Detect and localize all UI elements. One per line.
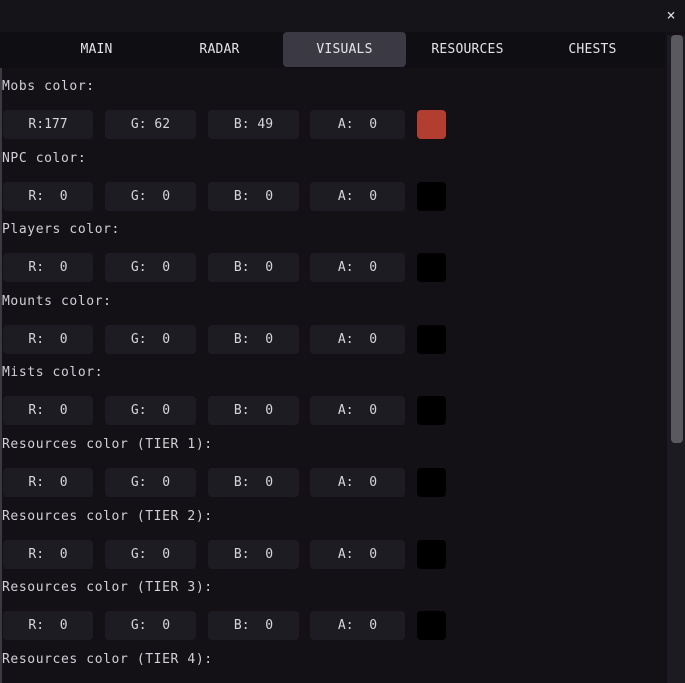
green-field[interactable]: G: 0 [105, 468, 196, 497]
green-field[interactable]: G: 62 [105, 110, 196, 139]
color-section-label: Resources color (TIER 3): [2, 580, 213, 596]
green-field[interactable]: G: 0 [105, 181, 196, 211]
blue-field[interactable]: B: 0 [208, 181, 299, 211]
color-swatch[interactable] [417, 611, 446, 641]
color-swatch[interactable] [417, 253, 446, 283]
window-border [0, 0, 2, 683]
tab-main[interactable]: MAIN [80, 42, 113, 57]
tab-radar[interactable]: RADAR [199, 42, 240, 57]
red-field[interactable]: R: 0 [3, 181, 93, 211]
color-swatch[interactable] [417, 396, 446, 426]
tab-resources[interactable]: RESOURCES [431, 42, 504, 57]
green-field[interactable]: G: 0 [105, 396, 196, 426]
color-section: Resources color (TIER 3): R: 0 G: 0 B: 0 A: … [0, 569, 665, 641]
title-bar [0, 0, 685, 32]
color-swatch[interactable] [417, 181, 446, 211]
alpha-field[interactable]: A: 0 [310, 110, 405, 139]
green-field[interactable]: G: 0 [105, 253, 196, 283]
green-field[interactable]: G: 0 [105, 539, 196, 569]
color-section-label: Mounts color: [2, 293, 112, 309]
red-field[interactable]: R: 0 [3, 253, 93, 283]
color-section: Resources color (TIER 2): R: 0 G: 0 B: 0 A: … [0, 498, 665, 570]
red-field[interactable]: R: 0 [3, 324, 93, 354]
blue-field[interactable]: B: 0 [208, 396, 299, 426]
red-field[interactable]: R:177 [3, 110, 93, 139]
color-swatch[interactable] [417, 539, 446, 569]
color-section: Mobs color: R:177 G: 62 B: 49 A: 0 [0, 68, 665, 140]
blue-field[interactable]: B: 0 [208, 611, 299, 641]
alpha-field[interactable]: A: 0 [310, 324, 405, 354]
color-section: Players color: R: 0 G: 0 B: 0 A: 0 [0, 211, 665, 283]
color-section-label: Resources color (TIER 1): [2, 437, 213, 452]
tab-chests[interactable]: CHESTS [568, 42, 617, 57]
green-field[interactable]: G: 0 [105, 324, 196, 354]
red-field[interactable]: R: 0 [3, 396, 93, 426]
color-section-label: Mists color: [2, 365, 104, 381]
color-section-label: Players color: [2, 222, 120, 238]
alpha-field[interactable]: A: 0 [310, 253, 405, 283]
alpha-field[interactable]: A: 0 [310, 611, 405, 641]
blue-field[interactable]: B: 0 [208, 253, 299, 283]
color-section: Mists color: R: 0 G: 0 B: 0 A: 0 [0, 354, 665, 426]
blue-field[interactable]: B: 0 [208, 468, 299, 497]
color-section-label: Resources color (TIER 4): [2, 651, 213, 667]
close-icon[interactable]: × [666, 6, 676, 24]
blue-field[interactable]: B: 0 [208, 539, 299, 569]
tab-bar: MAIN RADAR VISUALS RESOURCES CHESTS [0, 32, 665, 68]
blue-field[interactable]: B: 0 [208, 324, 299, 354]
visuals-panel: Mobs color: R:177 G: 62 B: 49 A: 0 NPC color:… [0, 68, 665, 683]
color-section: Resources color (TIER 1): R: 0 G: 0 B: 0 A: … [0, 426, 665, 498]
color-swatch[interactable] [417, 468, 446, 497]
tab-visuals[interactable]: VISUALS [283, 32, 406, 67]
color-section: Mounts color: R: 0 G: 0 B: 0 A: 0 [0, 283, 665, 355]
alpha-field[interactable]: A: 0 [310, 396, 405, 426]
color-section-label: NPC color: [2, 150, 87, 166]
scrollbar-thumb[interactable] [671, 35, 683, 443]
alpha-field[interactable]: A: 0 [310, 468, 405, 497]
alpha-field[interactable]: A: 0 [310, 181, 405, 211]
color-section: Resources color (TIER 4): [0, 641, 665, 683]
color-section-label: Mobs color: [2, 79, 95, 94]
red-field[interactable]: R: 0 [3, 539, 93, 569]
blue-field[interactable]: B: 49 [208, 110, 299, 139]
red-field[interactable]: R: 0 [3, 468, 93, 497]
green-field[interactable]: G: 0 [105, 611, 196, 641]
color-swatch[interactable] [417, 110, 446, 139]
red-field[interactable]: R: 0 [3, 611, 93, 641]
alpha-field[interactable]: A: 0 [310, 539, 405, 569]
color-swatch[interactable] [417, 324, 446, 354]
color-section-label: Resources color (TIER 2): [2, 508, 213, 524]
color-section: NPC color: R: 0 G: 0 B: 0 A: 0 [0, 140, 665, 212]
